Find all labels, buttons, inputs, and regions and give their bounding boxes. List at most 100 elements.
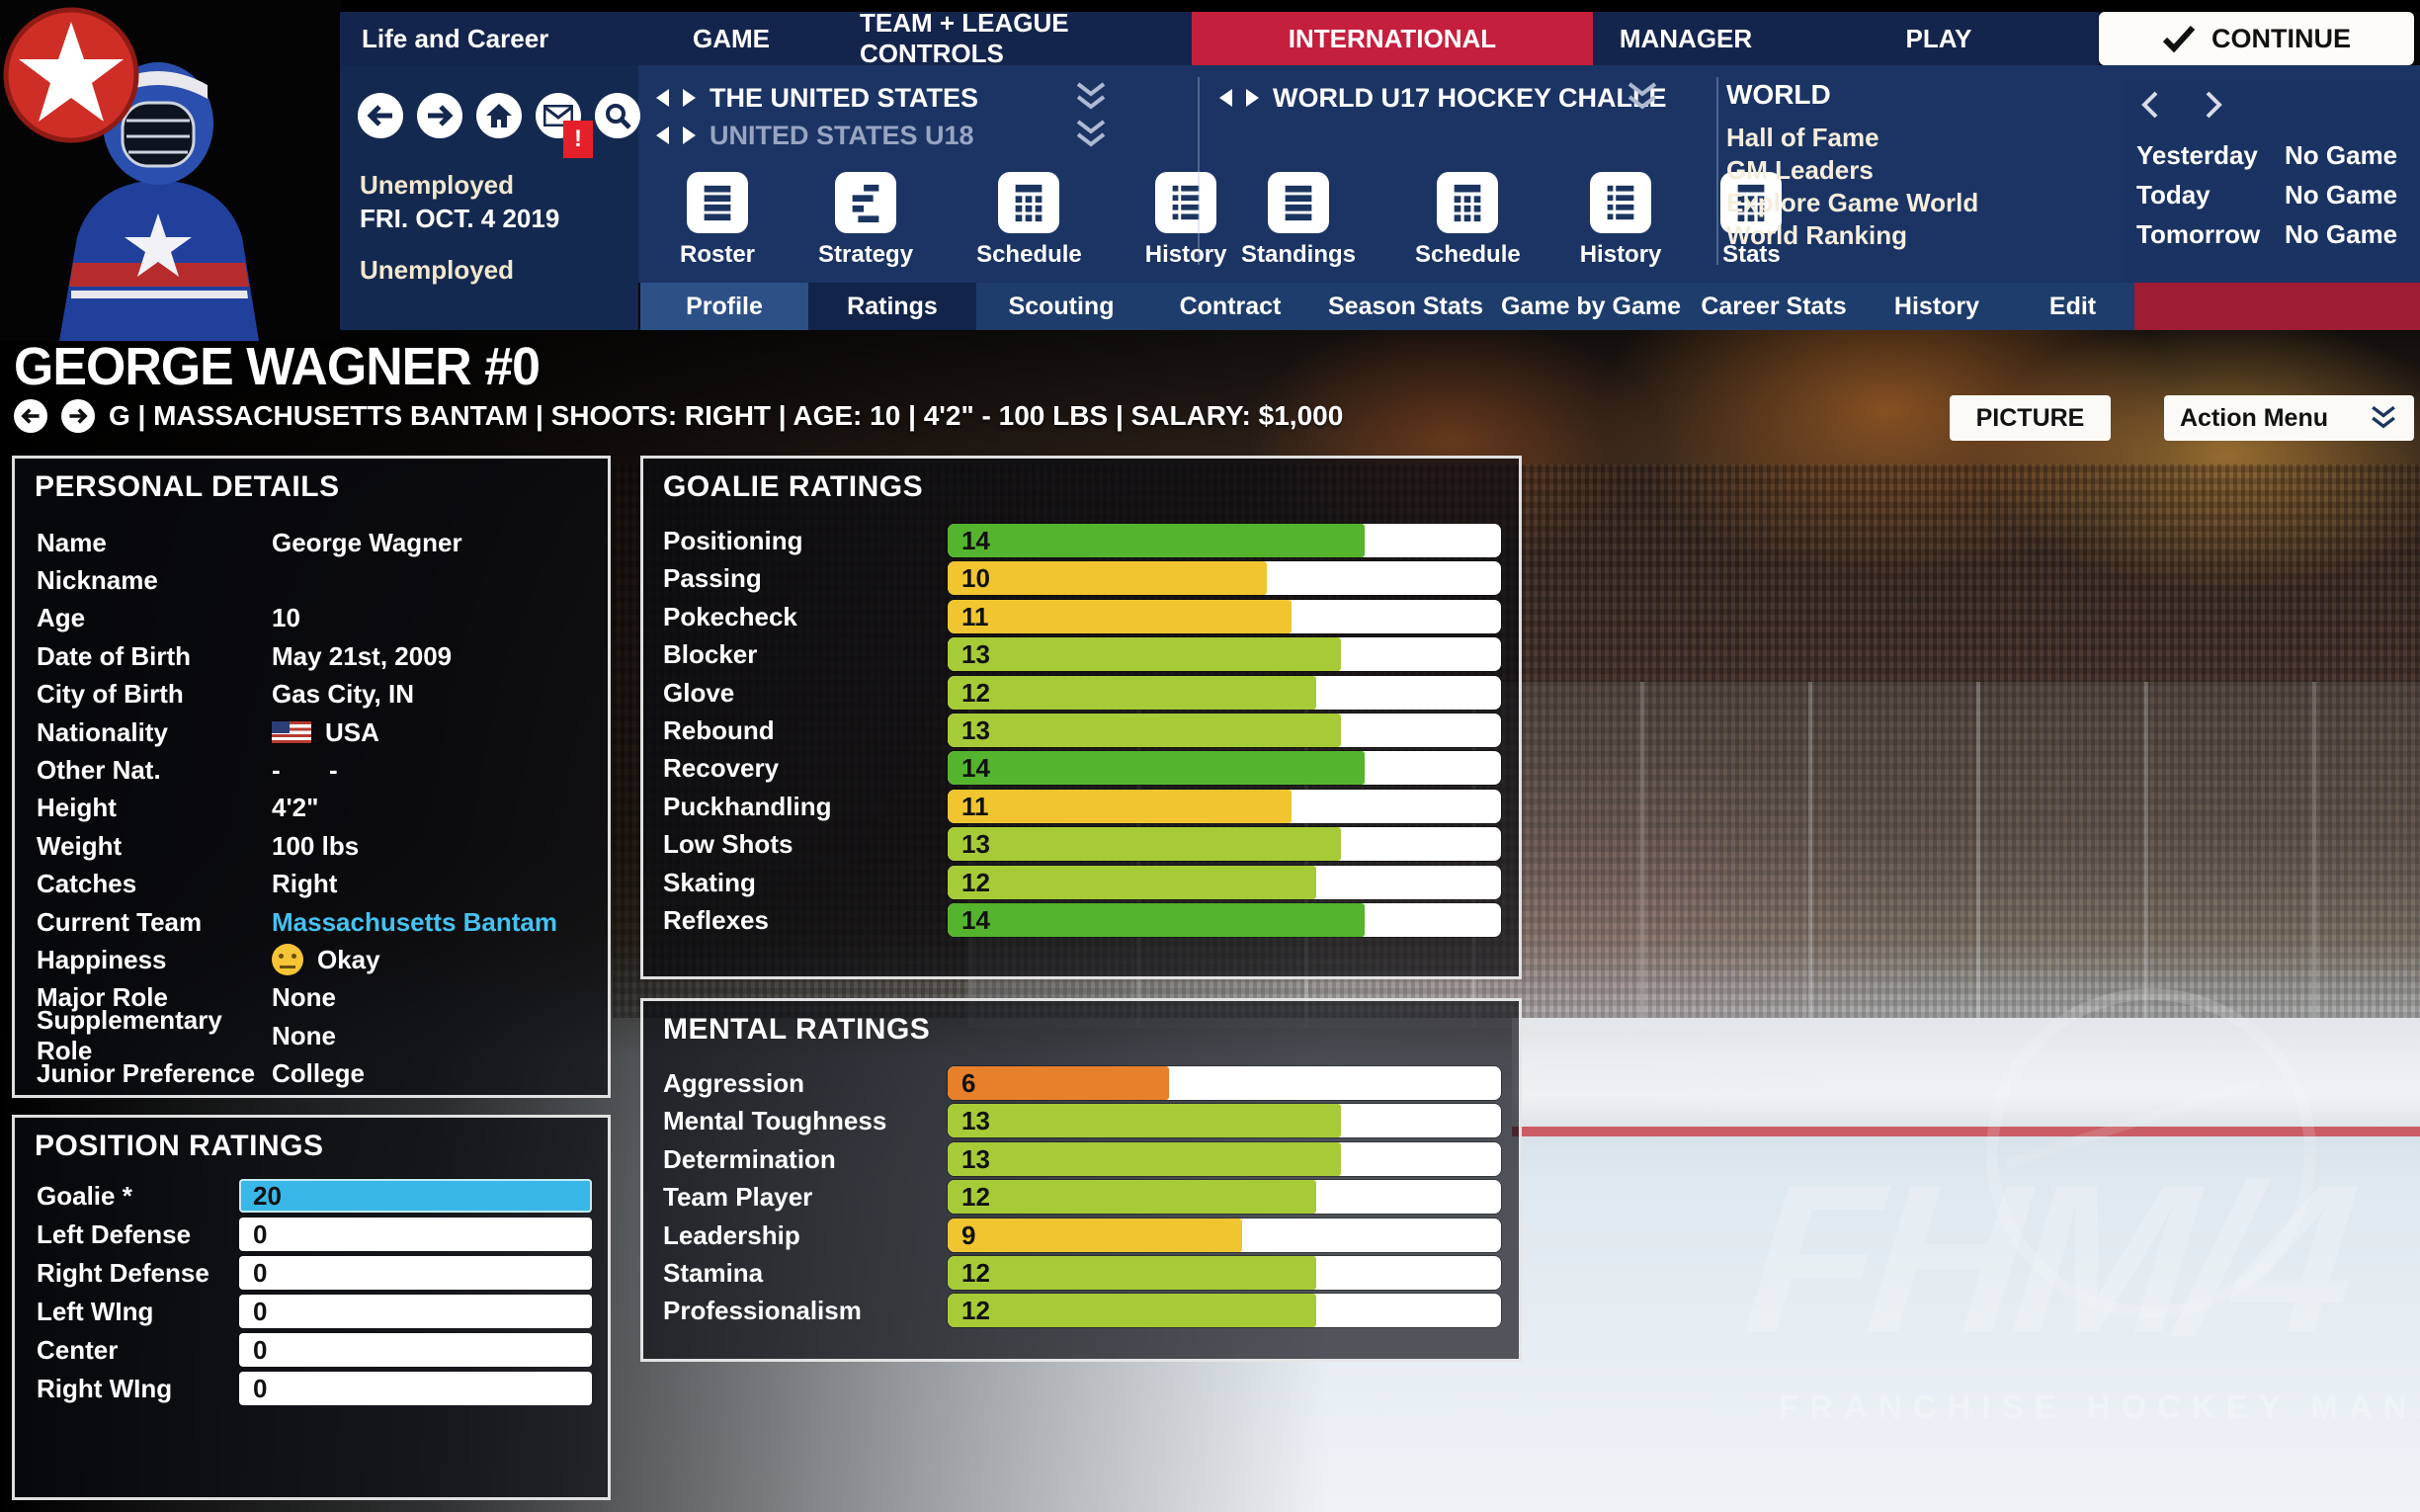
- nav-tab-team-league-controls[interactable]: TEAM + LEAGUE CONTROLS: [860, 8, 1069, 68]
- rating-label: Puckhandling: [663, 791, 832, 821]
- subteam-expand-chevron-icon[interactable]: [1073, 119, 1109, 150]
- rating-bar-track: 13: [948, 1104, 1501, 1138]
- rating-row-pokecheck: Pokecheck 11: [643, 599, 1519, 633]
- prev-player-button[interactable]: [14, 399, 47, 433]
- standings-icon: [1268, 172, 1329, 233]
- rating-label: Mental Toughness: [663, 1106, 887, 1136]
- happiness-okay-face-icon: [272, 944, 303, 976]
- personal-label: Major Role: [37, 982, 168, 1013]
- position-value-box[interactable]: 0: [239, 1333, 592, 1367]
- nav-tab-international[interactable]: INTERNATIONAL: [1192, 12, 1593, 65]
- menu-button-schedule[interactable]: Schedule: [976, 172, 1082, 269]
- rating-value: 12: [961, 1182, 990, 1213]
- prev-team-arrow[interactable]: [656, 89, 669, 107]
- next-day-chevron-icon[interactable]: [2202, 89, 2225, 121]
- world-link-explore-game-world[interactable]: Explore Game World: [1726, 188, 1979, 217]
- subnav-tab-contract[interactable]: Contract: [1146, 283, 1314, 330]
- menu-button-history[interactable]: History: [1580, 172, 1661, 269]
- subnav-tab-game-by-game[interactable]: Game by Game: [1497, 283, 1685, 330]
- world-links: Hall of Fame GM Leaders Explore Game World…: [1726, 123, 1978, 250]
- subnav-tab-edit[interactable]: Edit: [2011, 283, 2134, 330]
- rating-bar-track: 11: [948, 789, 1501, 823]
- next-subteam-arrow[interactable]: [683, 126, 696, 144]
- rating-bar-fill: [948, 637, 1341, 672]
- nav-tab-life-and-career[interactable]: Life and Career: [362, 23, 549, 53]
- action-menu-button[interactable]: Action Menu: [2164, 395, 2414, 441]
- personal-value: Okay: [272, 944, 380, 976]
- rating-bar-fill: [948, 902, 1366, 937]
- personal-value[interactable]: Massachusetts Bantam: [272, 906, 557, 937]
- next-team-arrow[interactable]: [683, 89, 696, 107]
- personal-label: Supplementary Role: [37, 1005, 222, 1066]
- team-expand-chevron-icon[interactable]: [1073, 81, 1109, 113]
- nav-tab-play[interactable]: PLAY: [1905, 23, 1972, 53]
- subnav-tab-scouting[interactable]: Scouting: [976, 283, 1146, 330]
- menu-button-stats[interactable]: Stats: [1720, 172, 1783, 269]
- personal-row-city-of-birth: City of Birth Gas City, IN: [37, 676, 592, 714]
- team-primary-name[interactable]: THE UNITED STATES: [709, 82, 979, 113]
- home-button[interactable]: [476, 93, 522, 138]
- personal-row-height: Height 4'2": [37, 790, 592, 827]
- next-player-button[interactable]: [61, 399, 95, 433]
- personal-label: Weight: [37, 830, 123, 861]
- search-button[interactable]: [595, 93, 640, 138]
- subnav-tab-ratings[interactable]: Ratings: [808, 283, 976, 330]
- subnav-tab-history[interactable]: History: [1863, 283, 2011, 330]
- subnav-tab-profile[interactable]: Profile: [640, 283, 808, 330]
- mental-ratings-panel: MENTAL RATINGS Aggression 6 Mental Toughne…: [640, 998, 1522, 1362]
- next-league-arrow[interactable]: [1246, 89, 1259, 107]
- prev-day-chevron-icon[interactable]: [2138, 89, 2162, 121]
- continue-button[interactable]: CONTINUE: [2099, 12, 2414, 65]
- picture-button[interactable]: PICTURE: [1950, 395, 2111, 441]
- rating-bar-track: 13: [948, 1141, 1501, 1176]
- position-row-right-defense: Right Defense 0: [37, 1256, 592, 1290]
- games-panel: Yesterday No Game Today No Game Tomorrow No G…: [2125, 79, 2420, 283]
- team-secondary-name[interactable]: UNITED STATES U18: [709, 120, 974, 150]
- position-value-box[interactable]: 0: [239, 1218, 592, 1251]
- position-value-box[interactable]: 0: [239, 1372, 592, 1405]
- subnav-tab-season-stats[interactable]: Season Stats: [1314, 283, 1497, 330]
- mail-button[interactable]: !: [536, 93, 593, 158]
- nav-tab-manager[interactable]: MANAGER: [1619, 23, 1753, 53]
- position-value-box[interactable]: 0: [239, 1295, 592, 1328]
- world-link-world-ranking[interactable]: World Ranking: [1726, 220, 1907, 250]
- position-label: Right Defense: [37, 1257, 209, 1288]
- position-value-box[interactable]: 0: [239, 1256, 592, 1290]
- menu-button-roster[interactable]: Roster: [680, 172, 755, 269]
- rating-value: 12: [961, 867, 990, 897]
- other-nat-dash-2: -: [329, 755, 338, 786]
- personal-value: 10: [272, 603, 300, 633]
- prev-subteam-arrow[interactable]: [656, 126, 669, 144]
- league-expand-chevron-icon[interactable]: [1625, 81, 1660, 113]
- menu-button-history[interactable]: History: [1145, 172, 1226, 269]
- forward-button[interactable]: [417, 93, 462, 138]
- rating-label: Aggression: [663, 1068, 805, 1098]
- rating-bar-track: 12: [948, 865, 1501, 899]
- personal-value: Right: [272, 869, 338, 899]
- rating-bar-fill: [948, 865, 1316, 899]
- rating-label: Glove: [663, 677, 735, 708]
- rating-label: Positioning: [663, 526, 803, 555]
- menu-button-schedule[interactable]: Schedule: [1415, 172, 1521, 269]
- world-link-gm-leaders[interactable]: GM Leaders: [1726, 155, 1874, 185]
- nav-tab-game[interactable]: GAME: [693, 23, 770, 53]
- subnav-tab-career-stats[interactable]: Career Stats: [1685, 283, 1863, 330]
- world-link-hall-of-fame[interactable]: Hall of Fame: [1726, 123, 1879, 152]
- menu-label-stats: Stats: [1722, 241, 1781, 268]
- back-button[interactable]: [358, 93, 403, 138]
- menu-button-standings[interactable]: Standings: [1241, 172, 1356, 269]
- strategy-icon: [835, 172, 897, 233]
- personal-row-age: Age 10: [37, 600, 592, 637]
- position-label: Center: [37, 1334, 119, 1365]
- rating-row-passing: Passing 10: [643, 561, 1519, 596]
- subnav-accent-block: [2134, 283, 2420, 330]
- position-value-box[interactable]: 20: [239, 1179, 592, 1213]
- prev-league-arrow[interactable]: [1219, 89, 1232, 107]
- league-name[interactable]: WORLD U17 HOCKEY CHALLE: [1273, 82, 1667, 113]
- personal-details-title: PERSONAL DETAILS: [35, 470, 340, 503]
- rating-bar-track: 12: [948, 675, 1501, 710]
- menu-button-strategy[interactable]: Strategy: [818, 172, 913, 269]
- rating-label: Recovery: [663, 753, 780, 784]
- menu-label-schedule: Schedule: [1415, 241, 1521, 268]
- rating-value: 13: [961, 829, 990, 860]
